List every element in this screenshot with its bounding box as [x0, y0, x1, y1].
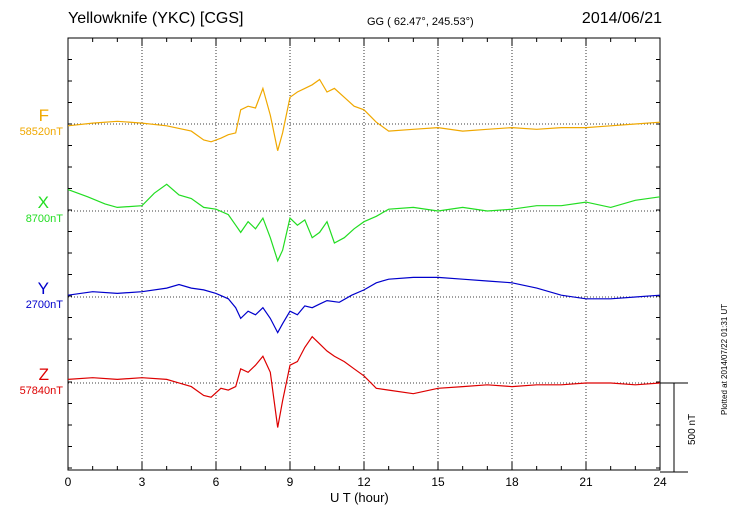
x-tick-label: 9 — [287, 475, 294, 489]
station-coordinates: GG ( 62.47°, 245.53°) — [367, 16, 474, 28]
component-label-f: F 58520nT — [20, 106, 63, 139]
x-tick-label: 3 — [139, 475, 146, 489]
page-title: Yellowknife (YKC) [CGS] — [68, 10, 244, 27]
x-axis-label: U T (hour) — [330, 490, 389, 505]
component-baseline-value: 58520nT — [19, 126, 63, 138]
x-tick-label: 24 — [653, 475, 667, 489]
x-tick-label: 21 — [579, 475, 593, 489]
component-label-z: Z 57840nT — [20, 365, 63, 398]
component-name: X — [37, 193, 49, 212]
series-line-f — [67, 78, 661, 151]
x-tick-label: 18 — [505, 475, 519, 489]
x-tick-label: 0 — [65, 475, 72, 489]
component-label-x: X 8700nT — [26, 193, 63, 226]
component-name: Y — [37, 279, 49, 298]
component-label-y: Y 2700nT — [26, 279, 63, 312]
x-tick-label: 6 — [213, 475, 220, 489]
observation-date: 2014/06/21 — [581, 10, 662, 27]
series-line-x — [67, 183, 661, 263]
scale-bar-label: 500 nT — [687, 413, 698, 445]
component-name: Z — [38, 365, 49, 384]
component-baseline-value: 8700nT — [25, 213, 63, 225]
series-line-z — [67, 335, 661, 428]
plotted-timestamp: Plotted at 2014/07/22 01:31 UT — [720, 303, 729, 415]
component-name: F — [38, 106, 49, 125]
x-tick-label: 12 — [357, 475, 371, 489]
component-baseline-value: 57840nT — [19, 385, 63, 397]
component-baseline-value: 2700nT — [25, 299, 63, 311]
series-line-y — [67, 276, 661, 334]
x-tick-label: 15 — [431, 475, 445, 489]
